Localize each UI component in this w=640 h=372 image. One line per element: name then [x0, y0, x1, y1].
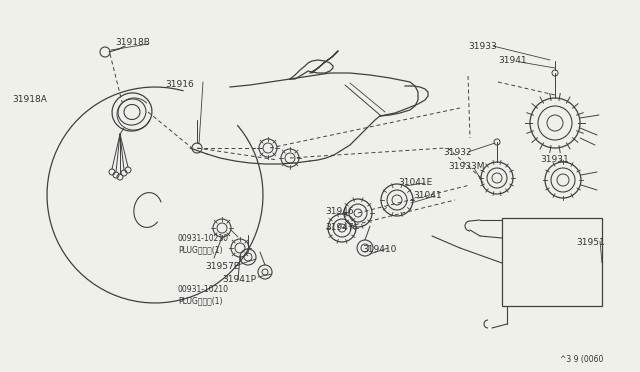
- Text: 31931: 31931: [540, 155, 569, 164]
- Text: PLUGプラグ(1): PLUGプラグ(1): [178, 296, 223, 305]
- Bar: [502, 218, 602, 306]
- Text: 31041E: 31041E: [398, 178, 432, 187]
- Text: ^3 9 (0060: ^3 9 (0060: [560, 355, 604, 364]
- Text: 31918B: 31918B: [115, 38, 150, 47]
- Text: 00931-10210: 00931-10210: [178, 234, 229, 243]
- Text: 31941P: 31941P: [222, 275, 256, 284]
- Text: 31918A: 31918A: [12, 95, 47, 104]
- Text: 31946: 31946: [325, 207, 354, 216]
- Text: 31932: 31932: [443, 148, 472, 157]
- Text: 31916: 31916: [165, 80, 194, 89]
- Text: 319410: 319410: [362, 245, 396, 254]
- Text: 31947: 31947: [325, 223, 354, 232]
- Text: 31933: 31933: [468, 42, 497, 51]
- Text: 00931-10210: 00931-10210: [178, 285, 229, 294]
- Text: 31041: 31041: [413, 191, 442, 200]
- Text: 31951: 31951: [576, 238, 605, 247]
- Text: 31941: 31941: [498, 56, 527, 65]
- Text: PLUGプラグ(1): PLUGプラグ(1): [178, 245, 223, 254]
- Text: 31933M: 31933M: [448, 162, 484, 171]
- Text: 31957E: 31957E: [205, 262, 239, 271]
